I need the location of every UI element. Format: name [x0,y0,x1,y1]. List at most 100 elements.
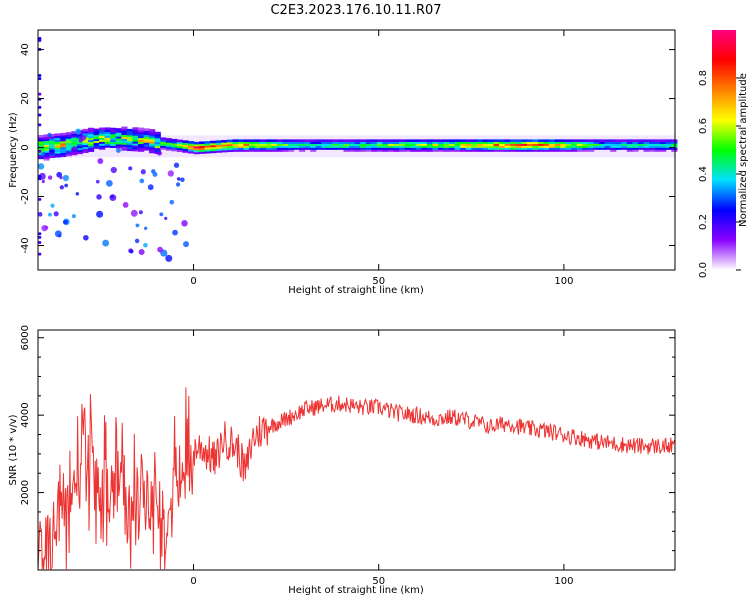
spectrogram-cell [393,147,400,150]
spectrogram-cell [76,149,84,153]
spectrogram-cell [110,131,117,135]
spectrogram-cell [171,138,178,142]
spectrogram-cell [437,141,445,144]
spectrogram-cell [104,127,111,130]
spectrogram-cell [415,139,422,142]
spectrogram-cell [621,143,628,146]
spectrogram-cell [99,139,106,142]
spectrogram-cell [143,146,150,149]
spectrogram-cell [93,144,100,147]
spectrogram-cell [654,143,661,146]
spectrogram-cell [282,141,289,144]
spectrogram-cell [571,141,578,144]
spectrogram-cell [76,143,84,147]
spectrogram-cell [521,145,528,148]
spectrogram-cell [410,147,417,150]
spectrogram-cell [60,140,67,144]
spectrogram-cell [465,149,472,152]
spectrogram-cell [299,141,306,144]
spectrogram-speckle [38,235,42,239]
spectrogram-cell [393,139,400,142]
spectrogram-cell [293,143,300,146]
spectrogram-cell [476,149,484,152]
spectrogram-cell [54,154,61,158]
spectrogram-cell [532,145,539,148]
spectrogram-cell [265,139,272,142]
spectrogram-cell [521,143,528,146]
spectrogram-cell [632,149,639,152]
spectrogram-cell [143,147,150,151]
spectrogram-cell [576,143,584,146]
spectrogram-x-tick-label: 50 [372,276,385,287]
spectrogram-x-tick-label: 100 [554,276,573,287]
spectrogram-cell [137,147,145,150]
spectrogram-cell [65,145,72,149]
spectrogram-cell [71,138,78,142]
spectrogram-cell [660,141,667,144]
spectrogram-cell [349,143,356,146]
spectrogram-speckle [62,174,69,182]
spectrogram-cell [38,156,45,160]
spectrogram-cell [104,137,111,140]
spectrogram-cell [649,147,656,150]
spectrogram-cell [360,139,367,142]
spectrogram-cell [38,140,45,144]
spectrogram-cell [321,147,328,150]
spectrogram-cell [221,143,228,147]
spectrogram-cell [326,139,334,142]
spectrogram-data [37,36,678,262]
spectrogram-cell [232,145,239,148]
spectrogram-speckle [129,249,134,254]
spectrogram-frame [37,29,676,271]
spectrogram-cell [171,140,178,144]
spectrogram-cell [460,139,467,142]
spectrogram-cell [60,138,67,142]
spectrogram-cell [382,149,389,152]
spectrogram-cell [226,147,234,151]
spectrogram-cell [449,145,456,148]
spectrogram-cell [399,143,406,146]
spectrogram-cell [104,139,111,142]
spectrogram-cell [543,141,550,144]
spectrogram-cell [71,134,78,138]
spectrogram-cell [154,133,161,137]
spectrogram-speckle [38,252,42,256]
spectrogram-cell [149,140,156,144]
spectrogram-cell [343,147,350,150]
spectrogram-cell [349,147,356,150]
spectrogram-cell [265,149,272,152]
spectrogram-speckle [172,229,178,236]
spectrogram-cell [515,145,522,148]
spectrogram-cell [132,148,139,152]
snr-y-tick-label: 4000 [20,402,31,427]
spectrogram-speckle [71,146,78,153]
spectrogram-cell [521,141,528,144]
spectrogram-cell [354,139,361,142]
spectrogram-cell [93,136,100,140]
spectrogram-cell [121,126,128,130]
spectrogram-cell [287,149,295,152]
spectrogram-cell [393,143,400,146]
spectrogram-cell [38,136,45,140]
spectrogram-cell [499,145,506,148]
spectrogram-cell [576,139,584,142]
spectrogram-cell [271,147,278,150]
spectrogram-cell [593,145,600,148]
spectrogram-cell [660,149,667,152]
spectrogram-cell [132,131,139,134]
spectrogram-cell [471,139,478,142]
spectrogram-cell [260,149,267,152]
spectrogram-cell [315,141,322,144]
spectrogram-cell [187,148,195,152]
spectrogram-cell [60,132,67,136]
spectrogram-cell [337,139,345,142]
spectrogram-cell [454,141,461,144]
spectrogram-cell [476,147,484,150]
spectrogram-cell [576,147,584,150]
spectrogram-cell [371,141,378,144]
spectrogram-cell [437,147,445,150]
spectrogram-cell [643,141,650,144]
spectrogram-cell [426,139,434,142]
spectrogram-cell [65,132,72,135]
spectrogram-cell [665,143,672,146]
